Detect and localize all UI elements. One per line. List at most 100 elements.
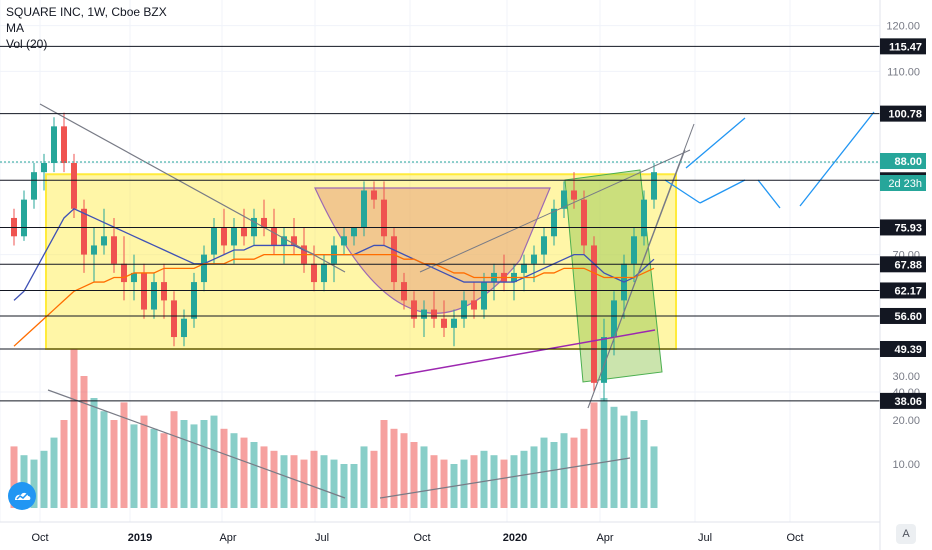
candle-body bbox=[71, 163, 77, 209]
volume-bar bbox=[110, 420, 118, 508]
price-level-badge bbox=[880, 105, 926, 122]
volume-bar bbox=[590, 402, 598, 508]
candle-body bbox=[131, 272, 137, 283]
candle-body bbox=[441, 318, 447, 328]
price-levels bbox=[0, 45, 880, 402]
volume-axis-tick-label: 10.00 bbox=[892, 459, 920, 471]
projection-arrow bbox=[799, 111, 875, 207]
volume-bar bbox=[330, 459, 338, 508]
volume-bar bbox=[120, 402, 128, 508]
candle-body bbox=[111, 236, 117, 264]
volume-bar bbox=[280, 455, 288, 508]
tradingview-logo-icon[interactable] bbox=[8, 482, 36, 510]
volume-bar bbox=[100, 411, 108, 508]
time-axis-tick-label: Jul bbox=[698, 532, 712, 544]
candle-body bbox=[231, 227, 237, 246]
volume-bar bbox=[260, 446, 268, 508]
time-axis-tick-label: Apr bbox=[596, 532, 613, 544]
candle-body bbox=[351, 227, 357, 237]
volume-bar bbox=[470, 455, 478, 508]
time-axis-tick-label: 2019 bbox=[128, 532, 152, 544]
auto-scale-button[interactable]: A bbox=[896, 524, 916, 544]
candle-body bbox=[171, 300, 177, 338]
volume-downtrend-line bbox=[47, 389, 346, 499]
chart-legend: SQUARE INC, 1W, Cboe BZX MA Vol (20) bbox=[6, 4, 167, 52]
volume-bar bbox=[170, 411, 178, 508]
candle-body bbox=[201, 254, 207, 283]
resistance-trend-line bbox=[419, 149, 691, 273]
indicator-volume[interactable]: Vol (20) bbox=[6, 37, 48, 51]
volume-bar bbox=[130, 424, 138, 508]
candle-body bbox=[631, 236, 637, 264]
candle-body bbox=[281, 236, 287, 246]
candle-body bbox=[421, 309, 427, 319]
volume-bar bbox=[620, 415, 628, 508]
volume-bar bbox=[460, 459, 468, 508]
candle-body bbox=[391, 236, 397, 283]
volume-bar bbox=[490, 455, 498, 508]
candle-body bbox=[101, 236, 107, 246]
volume-bar bbox=[240, 437, 248, 508]
volume-bar bbox=[400, 433, 408, 508]
candle-body bbox=[321, 263, 327, 283]
candle-body bbox=[91, 245, 97, 255]
volume-bar bbox=[650, 446, 658, 508]
current-price-label: 88.00 bbox=[894, 156, 922, 168]
price-axis[interactable]: 120.00110.0090.0070.0040.0030.0020.0010.… bbox=[879, 0, 926, 550]
time-axis-tick-label: Oct bbox=[31, 532, 48, 544]
volume-bar bbox=[150, 428, 158, 508]
volume-bar bbox=[20, 455, 28, 508]
candle-body bbox=[651, 172, 657, 200]
time-axis-tick-label: Oct bbox=[413, 532, 430, 544]
candle-body bbox=[541, 236, 547, 255]
volume-bar bbox=[380, 420, 388, 508]
volume-bar bbox=[270, 450, 278, 508]
volume-bar bbox=[420, 446, 428, 508]
countdown-label: 2d 23h bbox=[888, 178, 922, 190]
candle-body bbox=[371, 190, 377, 200]
price-axis-tick-label: 110.00 bbox=[887, 66, 920, 78]
candle-body bbox=[271, 227, 277, 246]
indicator-ma[interactable]: MA bbox=[6, 21, 24, 35]
volume-bar bbox=[40, 450, 48, 508]
volume-bar bbox=[510, 455, 518, 508]
candle-body bbox=[361, 190, 367, 228]
price-level-badge-label: 75.93 bbox=[894, 222, 922, 234]
volume-bar bbox=[580, 428, 588, 508]
moving-average-line bbox=[13, 253, 655, 347]
volume-bar bbox=[340, 464, 348, 508]
candle-body bbox=[81, 208, 87, 255]
volume-bar bbox=[500, 459, 508, 508]
volume-bar bbox=[320, 455, 328, 508]
candle-body bbox=[381, 199, 387, 237]
volume-bar bbox=[300, 459, 308, 508]
volume-axis-tick-label: 20.00 bbox=[892, 415, 920, 427]
volume-bar bbox=[550, 442, 558, 508]
volume-bar bbox=[50, 437, 58, 508]
price-level-badge-label: 67.88 bbox=[894, 259, 922, 271]
volume-bar bbox=[430, 455, 438, 508]
volume-bar bbox=[90, 398, 98, 508]
candle-body bbox=[41, 163, 47, 173]
time-axis-tick-label: Oct bbox=[786, 532, 803, 544]
volume-bar bbox=[80, 376, 88, 508]
time-axis[interactable]: Oct 2019 Apr Jul Oct 2020 Apr Jul Oct bbox=[0, 521, 880, 544]
symbol-title[interactable]: SQUARE INC, 1W, Cboe BZX bbox=[6, 5, 167, 19]
volume-bar bbox=[480, 450, 488, 508]
price-level-badge bbox=[880, 38, 926, 55]
volume-bar bbox=[310, 450, 318, 508]
volume-bar bbox=[570, 437, 578, 508]
price-level-badge-label: 38.06 bbox=[894, 396, 922, 408]
candle-body bbox=[161, 282, 167, 301]
volume-bar bbox=[530, 446, 538, 508]
candle-body bbox=[471, 300, 477, 310]
flag-pattern bbox=[564, 169, 663, 383]
projection-arrow bbox=[685, 117, 746, 169]
candle-body bbox=[481, 282, 487, 310]
candle-body bbox=[261, 217, 267, 228]
candle-body bbox=[571, 190, 577, 200]
volume-bar bbox=[210, 415, 218, 508]
candle-body bbox=[181, 318, 187, 338]
